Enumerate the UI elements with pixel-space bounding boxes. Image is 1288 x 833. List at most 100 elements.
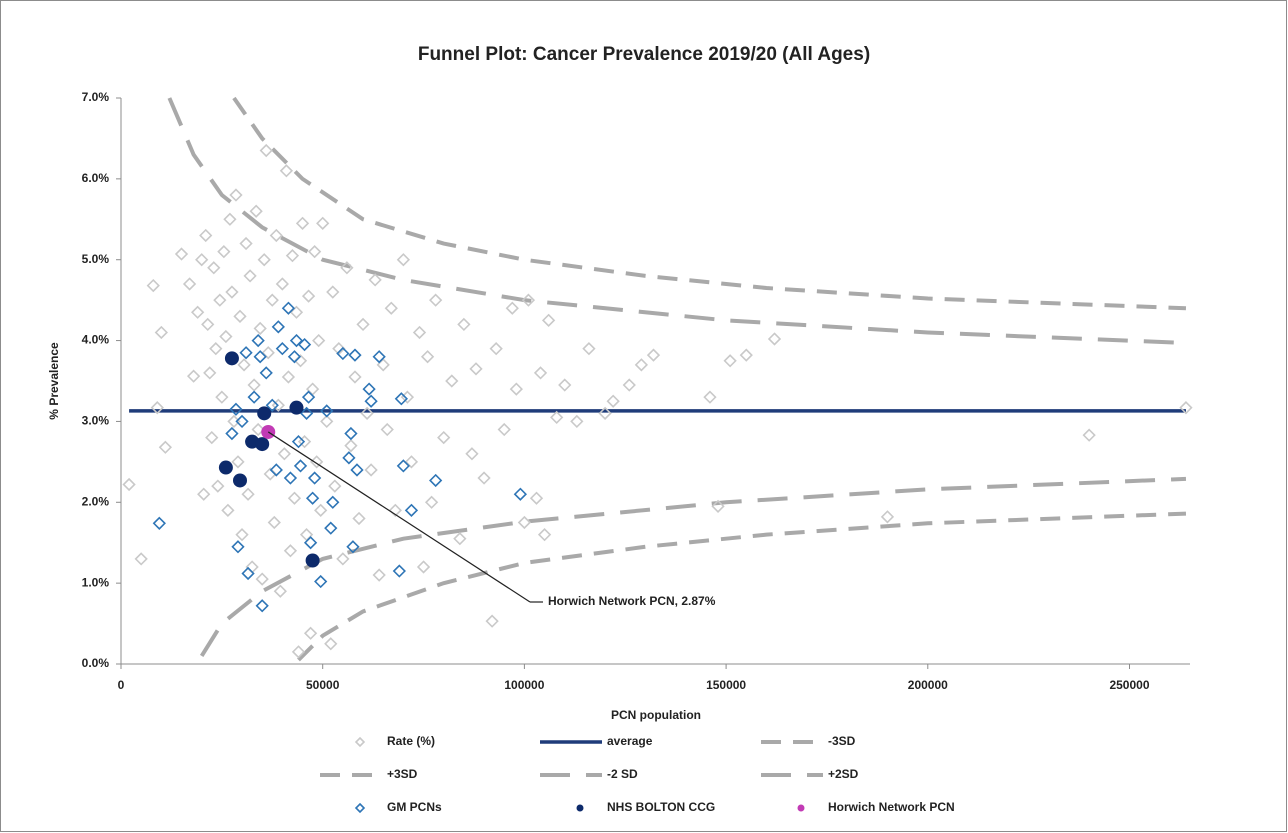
legend-label: average bbox=[607, 734, 653, 748]
diamond-marker bbox=[219, 329, 233, 344]
diamond-marker bbox=[207, 261, 221, 275]
diamond-marker bbox=[1082, 428, 1096, 442]
diamond-marker bbox=[477, 471, 491, 485]
diamond-marker bbox=[396, 253, 411, 267]
circle-marker bbox=[218, 460, 233, 475]
diamond-marker bbox=[301, 390, 316, 404]
diamond-marker bbox=[267, 515, 281, 530]
legend-symbol bbox=[576, 804, 584, 812]
diamond-marker bbox=[533, 366, 548, 380]
diamond-marker bbox=[570, 414, 584, 429]
diamond-marker bbox=[182, 277, 197, 291]
y-tick-label: 3.0% bbox=[82, 414, 110, 428]
diamond-marker bbox=[251, 422, 265, 437]
legend-label: +3SD bbox=[387, 767, 418, 781]
diamond-marker bbox=[277, 447, 292, 461]
diamond-marker bbox=[437, 430, 451, 445]
diamond-marker bbox=[305, 491, 320, 505]
diamond-marker bbox=[289, 333, 304, 348]
diamond-marker bbox=[346, 540, 360, 554]
diamond-marker bbox=[320, 404, 334, 418]
diamond-marker bbox=[271, 320, 285, 334]
diamond-marker bbox=[453, 532, 467, 546]
diamond-marker bbox=[340, 261, 354, 275]
circle-marker bbox=[257, 406, 272, 421]
diamond-marker bbox=[457, 317, 471, 332]
diamond-marker bbox=[174, 247, 189, 261]
diamond-marker bbox=[295, 216, 310, 230]
diamond-marker bbox=[191, 305, 205, 319]
diamond-marker bbox=[287, 350, 302, 364]
diamond-marker bbox=[297, 337, 312, 352]
diamond-marker bbox=[350, 463, 364, 477]
diamond-marker bbox=[195, 253, 209, 267]
diamond-marker bbox=[537, 527, 552, 542]
legend-label: +2SD bbox=[828, 767, 859, 781]
diamond-marker bbox=[509, 382, 523, 396]
diamond-marker bbox=[217, 244, 231, 259]
diamond-marker bbox=[158, 440, 173, 454]
diamond-marker bbox=[336, 346, 350, 361]
x-axis-title: PCN population bbox=[611, 708, 701, 722]
y-tick-label: 5.0% bbox=[82, 252, 110, 266]
diamond-marker bbox=[253, 321, 267, 336]
diamond-marker bbox=[283, 471, 298, 485]
x-tick-label: 250000 bbox=[1109, 678, 1149, 692]
diamond-marker bbox=[201, 317, 215, 332]
diamond-marker bbox=[646, 348, 661, 362]
diamond-marker bbox=[283, 544, 298, 558]
diamond-marker bbox=[328, 479, 342, 493]
diamond-marker bbox=[312, 333, 326, 348]
chart-title: Funnel Plot: Cancer Prevalence 2019/20 (… bbox=[418, 44, 870, 65]
diamond-marker bbox=[269, 228, 283, 243]
diamond-marker bbox=[723, 354, 737, 368]
x-tick-label: 150000 bbox=[706, 678, 746, 692]
diamond-marker bbox=[380, 422, 394, 437]
diamond-marker bbox=[299, 406, 314, 420]
diamond-marker bbox=[517, 515, 532, 530]
diamond-marker bbox=[239, 346, 253, 360]
y-tick-label: 2.0% bbox=[82, 494, 110, 508]
diamond-marker bbox=[291, 645, 306, 659]
diamond-marker bbox=[529, 491, 544, 505]
diamond-marker bbox=[255, 572, 269, 586]
diamond-marker bbox=[303, 536, 318, 550]
diamond-marker bbox=[122, 477, 136, 492]
diamond-marker bbox=[203, 366, 217, 380]
diamond-marker bbox=[429, 293, 443, 307]
diamond-marker bbox=[505, 301, 519, 315]
diamond-marker bbox=[257, 253, 271, 267]
legend-label: -2 SD bbox=[607, 767, 638, 781]
diamond-marker bbox=[348, 348, 362, 362]
diamond-marker bbox=[324, 637, 338, 651]
diamond-marker bbox=[235, 527, 249, 542]
diamond-marker bbox=[356, 317, 370, 332]
diamond-marker bbox=[513, 487, 527, 501]
diamond-marker bbox=[213, 293, 227, 307]
diamond-marker bbox=[211, 479, 225, 493]
legend-label: NHS BOLTON CCG bbox=[607, 800, 715, 814]
circle-marker bbox=[289, 400, 304, 415]
series-line bbox=[199, 476, 1187, 657]
diamond-marker bbox=[237, 358, 251, 372]
diamond-marker bbox=[243, 269, 257, 283]
diamond-marker bbox=[265, 293, 279, 307]
y-tick-label: 7.0% bbox=[82, 90, 110, 104]
diamond-marker bbox=[275, 277, 289, 291]
diamond-marker bbox=[336, 552, 350, 566]
annotation: Horwich Network PCN, 2.87% bbox=[548, 594, 716, 608]
diamond-marker bbox=[497, 422, 511, 437]
diamond-marker bbox=[424, 495, 439, 509]
diamond-marker bbox=[445, 374, 459, 388]
diamond-marker bbox=[521, 293, 536, 307]
diamond-marker bbox=[372, 568, 386, 582]
diamond-marker bbox=[364, 394, 378, 408]
diamond-marker bbox=[231, 455, 245, 469]
x-tick-label: 100000 bbox=[504, 678, 544, 692]
diamond-marker bbox=[186, 369, 201, 383]
diamond-marker bbox=[606, 394, 620, 408]
diamond-marker bbox=[465, 447, 479, 461]
diamond-marker bbox=[314, 574, 328, 589]
diamond-marker bbox=[271, 398, 285, 412]
